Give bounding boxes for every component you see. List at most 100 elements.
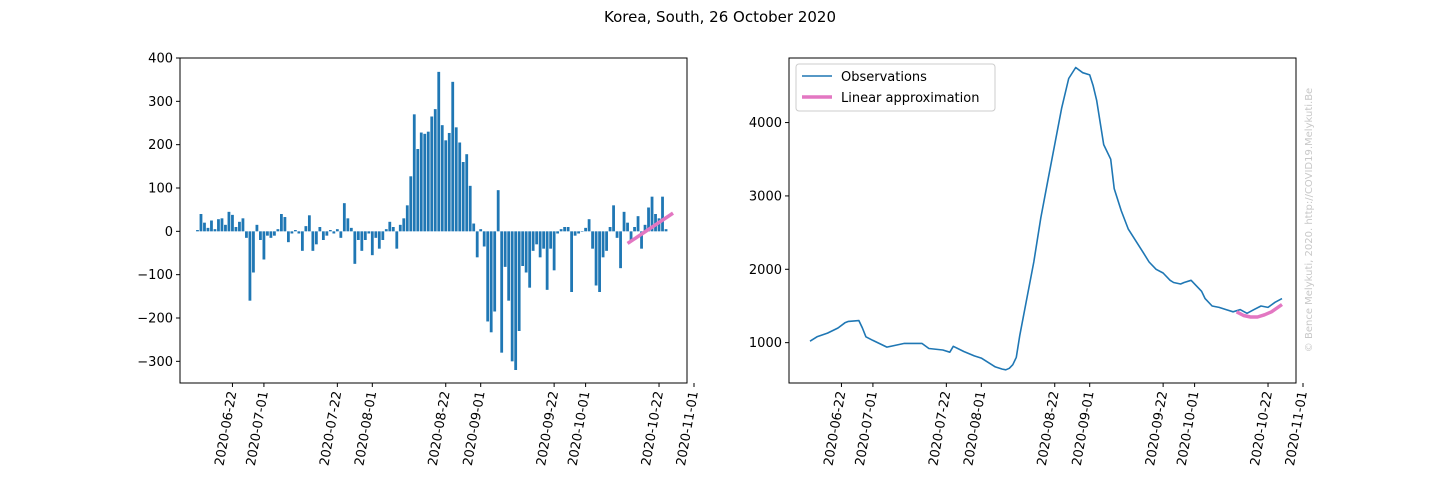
bar bbox=[440, 125, 444, 232]
bar bbox=[451, 81, 455, 232]
bar bbox=[605, 231, 608, 251]
bar bbox=[363, 231, 367, 240]
bar bbox=[325, 231, 329, 236]
bar bbox=[405, 205, 409, 232]
bar bbox=[608, 227, 612, 232]
bar bbox=[349, 227, 353, 232]
bar bbox=[391, 227, 395, 232]
bar bbox=[629, 231, 633, 240]
figure-title: Korea, South, 26 October 2020 bbox=[604, 8, 836, 26]
right-axes-frame bbox=[788, 57, 1297, 384]
bar bbox=[556, 231, 560, 234]
bar bbox=[542, 231, 546, 249]
bar bbox=[500, 231, 504, 353]
bar bbox=[514, 231, 518, 370]
bar bbox=[252, 231, 255, 273]
bar bbox=[458, 142, 462, 232]
bar bbox=[304, 226, 308, 232]
bar bbox=[643, 224, 647, 232]
right-xtick-label: 2020-06-22 bbox=[821, 390, 849, 467]
legend-box bbox=[795, 63, 996, 112]
left-xtick-label: 2020-09-22 bbox=[534, 390, 562, 467]
bar bbox=[286, 231, 290, 243]
linear-approximation-line bbox=[626, 211, 674, 245]
bar bbox=[356, 231, 360, 240]
bar bbox=[241, 218, 245, 232]
bar bbox=[280, 214, 283, 232]
bar bbox=[416, 149, 420, 232]
bar bbox=[633, 227, 636, 232]
right-ytick-label: 2000 bbox=[749, 263, 782, 278]
bar bbox=[388, 221, 392, 232]
bar bbox=[395, 231, 399, 249]
left-xtick-label: 2020-06-22 bbox=[212, 390, 240, 467]
left-xtick-label: 2020-08-22 bbox=[426, 390, 454, 467]
left-xtick-label: 2020-07-22 bbox=[317, 390, 345, 467]
bar bbox=[447, 132, 451, 232]
bar bbox=[321, 231, 325, 240]
bar bbox=[353, 231, 357, 264]
left-ytick-label: 100 bbox=[148, 182, 173, 197]
bar bbox=[426, 131, 430, 232]
right-ytick-label: 1000 bbox=[749, 336, 782, 351]
bar bbox=[360, 231, 364, 251]
bar bbox=[465, 154, 469, 232]
bar bbox=[231, 214, 234, 232]
left-xtick-label: 2020-08-01 bbox=[352, 390, 380, 467]
left-ytick-label: −100 bbox=[137, 268, 173, 283]
bar bbox=[615, 231, 619, 238]
bar bbox=[259, 231, 262, 240]
legend-approximation-label: Linear approximation bbox=[841, 91, 979, 106]
copyright-credit: © Bence Melykuti, 2020. http://COVID19.M… bbox=[1304, 88, 1315, 352]
bar bbox=[552, 231, 556, 271]
bar bbox=[559, 229, 563, 232]
right-xtick-label: 2020-10-22 bbox=[1248, 390, 1276, 467]
right-xtick-label: 2020-09-01 bbox=[1070, 390, 1098, 467]
left-xtick-label: 2020-09-01 bbox=[461, 390, 489, 467]
bar bbox=[612, 205, 615, 232]
bar bbox=[367, 231, 371, 234]
bar bbox=[196, 230, 199, 232]
bar bbox=[213, 229, 217, 232]
bar bbox=[489, 231, 493, 333]
bar bbox=[318, 227, 322, 232]
bar bbox=[402, 218, 406, 232]
bar bbox=[640, 231, 643, 249]
bar bbox=[430, 116, 434, 232]
observations-line bbox=[809, 66, 1283, 371]
bar bbox=[577, 231, 581, 234]
right-xtick-label: 2020-07-01 bbox=[853, 390, 881, 467]
bar bbox=[496, 190, 500, 232]
bar bbox=[210, 220, 213, 232]
bar bbox=[654, 214, 657, 232]
bar bbox=[370, 231, 374, 256]
bar bbox=[311, 231, 315, 251]
bar bbox=[307, 215, 311, 232]
legend-observations-label: Observations bbox=[841, 70, 927, 85]
bar bbox=[521, 231, 525, 266]
bar bbox=[293, 230, 297, 232]
bar bbox=[203, 222, 206, 232]
bar bbox=[381, 231, 385, 240]
bar bbox=[587, 219, 591, 232]
bar bbox=[300, 231, 304, 251]
right-ytick-label: 3000 bbox=[749, 189, 782, 204]
bar bbox=[227, 211, 231, 232]
bar bbox=[517, 231, 521, 331]
bar bbox=[412, 114, 416, 232]
bar bbox=[538, 231, 542, 258]
bar bbox=[573, 231, 577, 236]
bar bbox=[524, 231, 528, 273]
bar bbox=[461, 162, 465, 232]
bar bbox=[283, 217, 287, 232]
bar bbox=[619, 231, 622, 269]
bar bbox=[535, 231, 539, 245]
bar bbox=[636, 216, 640, 232]
left-axes-frame bbox=[179, 57, 688, 384]
right-xtick-label: 2020-08-22 bbox=[1035, 390, 1063, 467]
left-ytick-label: −300 bbox=[137, 355, 173, 370]
bar bbox=[528, 231, 532, 288]
right-xtick-label: 2020-08-01 bbox=[961, 390, 989, 467]
